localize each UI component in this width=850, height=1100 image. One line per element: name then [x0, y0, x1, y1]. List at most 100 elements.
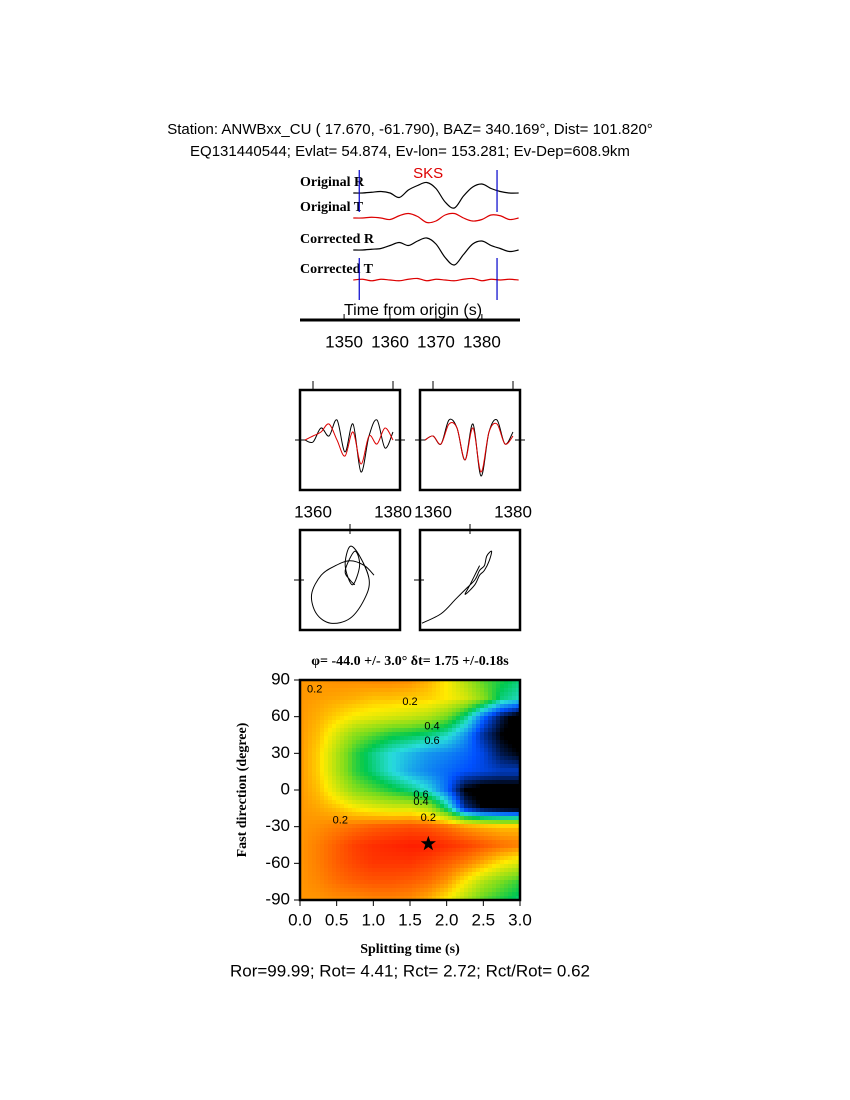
- heat-cell: [420, 852, 424, 856]
- heat-cell: [376, 800, 380, 804]
- heat-cell: [352, 704, 356, 708]
- heat-cell: [404, 772, 408, 776]
- heat-cell: [340, 836, 344, 840]
- heat-cell: [472, 888, 476, 892]
- heat-cell: [304, 724, 308, 728]
- heat-cell: [336, 808, 340, 812]
- heat-cell: [516, 864, 520, 868]
- heat-cell: [508, 736, 512, 740]
- heat-cell: [488, 696, 492, 700]
- heat-cell: [340, 844, 344, 848]
- heat-cell: [368, 728, 372, 732]
- heat-cell: [332, 688, 336, 692]
- heat-cell: [464, 708, 468, 712]
- heat-cell: [500, 780, 504, 784]
- heat-cell: [320, 796, 324, 800]
- heat-cell: [464, 824, 468, 828]
- heat-cell: [360, 780, 364, 784]
- heat-cell: [316, 680, 320, 684]
- heat-cell: [408, 860, 412, 864]
- heat-cell: [452, 756, 456, 760]
- heat-cell: [480, 812, 484, 816]
- heat-cell: [400, 856, 404, 860]
- heat-cell: [384, 780, 388, 784]
- trace: [304, 419, 394, 473]
- heat-cell: [400, 792, 404, 796]
- heat-cell: [492, 868, 496, 872]
- heat-cell: [384, 808, 388, 812]
- heat-cell: [496, 836, 500, 840]
- heat-cell: [468, 784, 472, 788]
- y-tick-label: 30: [271, 743, 290, 762]
- heat-cell: [304, 752, 308, 756]
- heat-cell: [476, 836, 480, 840]
- heat-cell: [500, 764, 504, 768]
- heat-cell: [372, 692, 376, 696]
- heat-cell: [452, 752, 456, 756]
- heat-cell: [392, 704, 396, 708]
- heat-cell: [492, 736, 496, 740]
- heat-cell: [376, 852, 380, 856]
- heat-cell: [412, 860, 416, 864]
- heat-cell: [516, 760, 520, 764]
- heat-cell: [480, 796, 484, 800]
- heat-cell: [476, 708, 480, 712]
- heat-cell: [464, 852, 468, 856]
- heat-cell: [480, 816, 484, 820]
- heat-cell: [492, 804, 496, 808]
- heat-cell: [488, 804, 492, 808]
- heat-cell: [468, 688, 472, 692]
- heat-cell: [404, 796, 408, 800]
- heat-cell: [424, 748, 428, 752]
- heat-cell: [440, 784, 444, 788]
- heat-cell: [360, 816, 364, 820]
- heat-cell: [412, 788, 416, 792]
- heat-cell: [488, 736, 492, 740]
- heat-cell: [312, 788, 316, 792]
- heat-cell: [488, 716, 492, 720]
- heat-cell: [488, 784, 492, 788]
- heat-cell: [496, 708, 500, 712]
- heat-cell: [480, 860, 484, 864]
- heat-cell: [452, 692, 456, 696]
- heat-cell: [432, 812, 436, 816]
- heat-cell: [492, 700, 496, 704]
- heat-cell: [420, 752, 424, 756]
- heat-cell: [424, 876, 428, 880]
- heat-cell: [512, 712, 516, 716]
- heat-cell: [364, 832, 368, 836]
- heat-cell: [484, 728, 488, 732]
- heat-cell: [424, 896, 428, 900]
- heat-cell: [368, 700, 372, 704]
- heat-cell: [312, 692, 316, 696]
- heat-cell: [412, 896, 416, 900]
- heat-cell: [444, 768, 448, 772]
- heat-cell: [408, 836, 412, 840]
- heat-cell: [452, 684, 456, 688]
- heat-cell: [480, 720, 484, 724]
- heat-cell: [452, 748, 456, 752]
- heat-cell: [352, 820, 356, 824]
- heat-cell: [484, 744, 488, 748]
- heat-cell: [332, 844, 336, 848]
- heat-cell: [336, 832, 340, 836]
- heat-cell: [452, 792, 456, 796]
- heat-cell: [376, 736, 380, 740]
- heat-cell: [448, 764, 452, 768]
- heat-cell: [496, 888, 500, 892]
- heat-cell: [416, 728, 420, 732]
- heat-cell: [392, 708, 396, 712]
- heat-cell: [448, 800, 452, 804]
- heat-cell: [324, 756, 328, 760]
- heat-cell: [464, 736, 468, 740]
- heat-cell: [424, 692, 428, 696]
- heat-cell: [444, 724, 448, 728]
- heat-cell: [352, 804, 356, 808]
- heat-cell: [472, 872, 476, 876]
- heat-cell: [512, 688, 516, 692]
- heat-cell: [496, 804, 500, 808]
- heat-cell: [432, 820, 436, 824]
- heat-cell: [384, 800, 388, 804]
- heat-cell: [492, 756, 496, 760]
- heat-cell: [300, 720, 304, 724]
